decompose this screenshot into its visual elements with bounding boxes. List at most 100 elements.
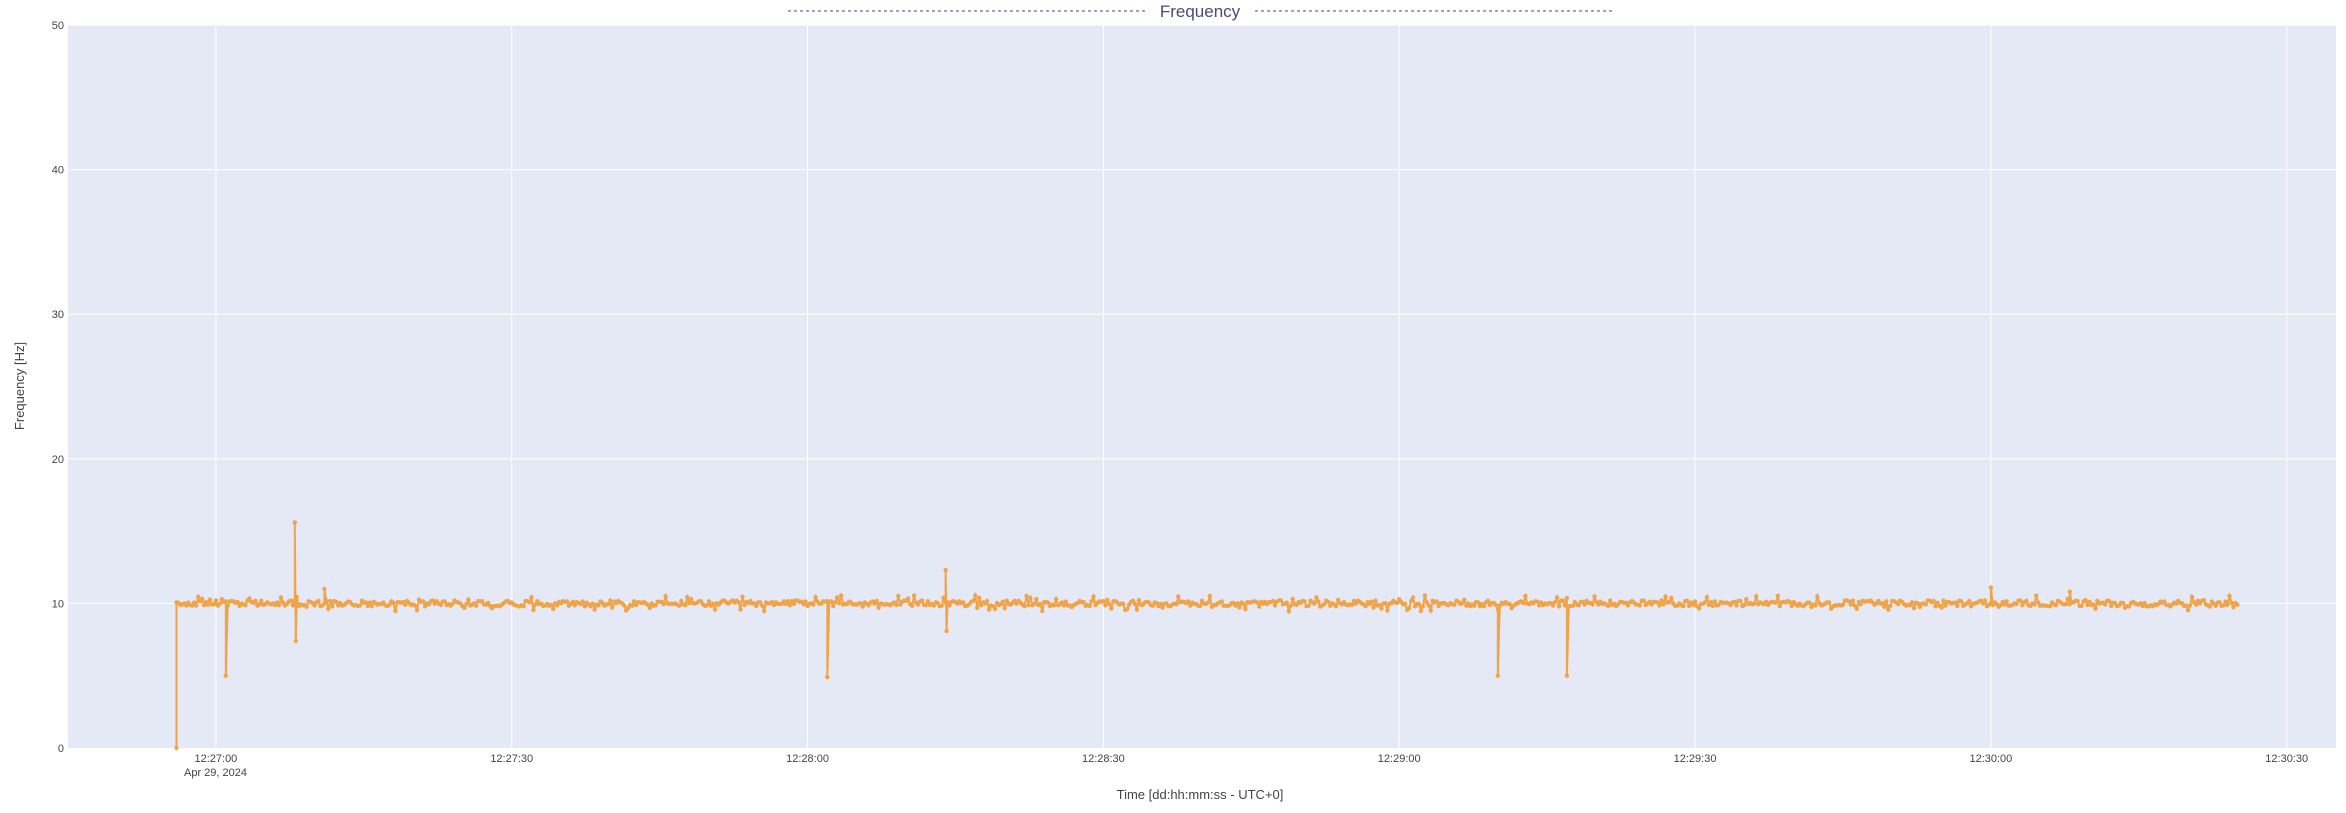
data-point bbox=[1692, 599, 1698, 604]
data-point bbox=[1880, 601, 1885, 606]
data-point bbox=[2036, 600, 2041, 605]
data-point bbox=[2109, 603, 2114, 609]
data-point bbox=[1022, 604, 1027, 609]
data-point bbox=[961, 600, 966, 605]
data-point bbox=[554, 603, 560, 608]
data-point bbox=[259, 598, 264, 603]
data-point bbox=[1373, 598, 1378, 603]
data-point bbox=[941, 595, 946, 601]
data-point bbox=[387, 602, 392, 607]
data-point bbox=[474, 603, 479, 608]
data-point bbox=[1777, 603, 1783, 609]
data-point bbox=[992, 606, 998, 612]
data-point bbox=[1219, 599, 1224, 604]
data-point bbox=[2018, 598, 2023, 603]
data-point bbox=[1322, 602, 1327, 607]
data-point bbox=[1554, 595, 1560, 600]
data-point bbox=[1884, 599, 1889, 604]
data-point bbox=[1002, 605, 1007, 611]
data-point bbox=[663, 594, 668, 599]
data-point bbox=[825, 674, 830, 680]
data-point bbox=[1959, 599, 1964, 604]
x-tick-label: 12:28:00 bbox=[786, 753, 829, 765]
data-point bbox=[1371, 605, 1376, 610]
data-point bbox=[1087, 603, 1092, 609]
data-point bbox=[1312, 601, 1317, 606]
data-point bbox=[1333, 604, 1339, 609]
data-point bbox=[1742, 602, 1747, 608]
data-point bbox=[1369, 599, 1374, 604]
data-point bbox=[625, 606, 631, 611]
data-point bbox=[1495, 673, 1501, 678]
data-point bbox=[420, 599, 426, 604]
data-point bbox=[1207, 593, 1213, 599]
data-point bbox=[1982, 598, 1988, 603]
plot-background bbox=[68, 25, 2336, 748]
data-point bbox=[894, 602, 899, 608]
data-point bbox=[1063, 599, 1069, 604]
data-point bbox=[1685, 598, 1690, 603]
data-point bbox=[196, 594, 201, 599]
data-point bbox=[1061, 603, 1067, 608]
data-point bbox=[293, 638, 298, 644]
data-point bbox=[363, 600, 368, 605]
data-point bbox=[1696, 606, 1702, 611]
data-point bbox=[304, 604, 309, 609]
data-point bbox=[1552, 600, 1558, 605]
data-point bbox=[606, 602, 611, 607]
data-point bbox=[785, 599, 790, 604]
data-point bbox=[2120, 600, 2126, 606]
y-tick-label: 0 bbox=[58, 743, 64, 755]
data-point bbox=[1931, 598, 1936, 604]
data-point bbox=[2225, 602, 2230, 607]
data-point bbox=[1637, 603, 1643, 608]
data-point bbox=[1789, 603, 1794, 609]
data-point bbox=[367, 600, 372, 605]
x-tick-label: 12:29:30 bbox=[1674, 753, 1717, 765]
data-point bbox=[1420, 603, 1426, 609]
data-point bbox=[1255, 600, 1260, 605]
data-point bbox=[1349, 602, 1355, 608]
chart-title: Frequency bbox=[1160, 2, 1241, 21]
data-point bbox=[1661, 602, 1666, 607]
data-point bbox=[1103, 603, 1108, 608]
data-point bbox=[909, 603, 915, 608]
data-point bbox=[762, 608, 767, 614]
data-point bbox=[1941, 598, 1946, 603]
data-point bbox=[1316, 599, 1321, 604]
data-point bbox=[1101, 598, 1106, 604]
data-point bbox=[330, 604, 335, 609]
data-point bbox=[905, 596, 911, 601]
data-point bbox=[939, 603, 944, 608]
data-point bbox=[570, 599, 576, 605]
data-point bbox=[1038, 601, 1043, 607]
data-point bbox=[677, 603, 682, 608]
data-point bbox=[1681, 604, 1686, 609]
data-point bbox=[1395, 600, 1400, 605]
data-point bbox=[1481, 603, 1487, 609]
data-point bbox=[1882, 604, 1887, 609]
data-point bbox=[1452, 602, 1457, 607]
data-point bbox=[1379, 606, 1384, 611]
data-point bbox=[1560, 598, 1566, 603]
data-point bbox=[1608, 598, 1613, 603]
data-point bbox=[590, 601, 595, 606]
data-point bbox=[874, 598, 879, 604]
data-point bbox=[2032, 602, 2037, 607]
data-point bbox=[645, 602, 650, 607]
data-point bbox=[2083, 598, 2088, 603]
data-point bbox=[1813, 603, 1818, 608]
x-tick-label: 12:30:30 bbox=[2265, 753, 2308, 765]
data-point bbox=[813, 594, 818, 600]
data-point bbox=[896, 593, 901, 599]
data-point bbox=[1732, 599, 1737, 604]
data-point bbox=[1422, 593, 1428, 598]
data-point bbox=[572, 603, 577, 608]
data-point bbox=[2075, 598, 2080, 604]
data-point bbox=[1416, 601, 1422, 607]
data-point bbox=[1663, 594, 1668, 599]
y-tick-label: 40 bbox=[52, 165, 64, 177]
data-point bbox=[1556, 604, 1562, 609]
data-point bbox=[223, 673, 228, 678]
